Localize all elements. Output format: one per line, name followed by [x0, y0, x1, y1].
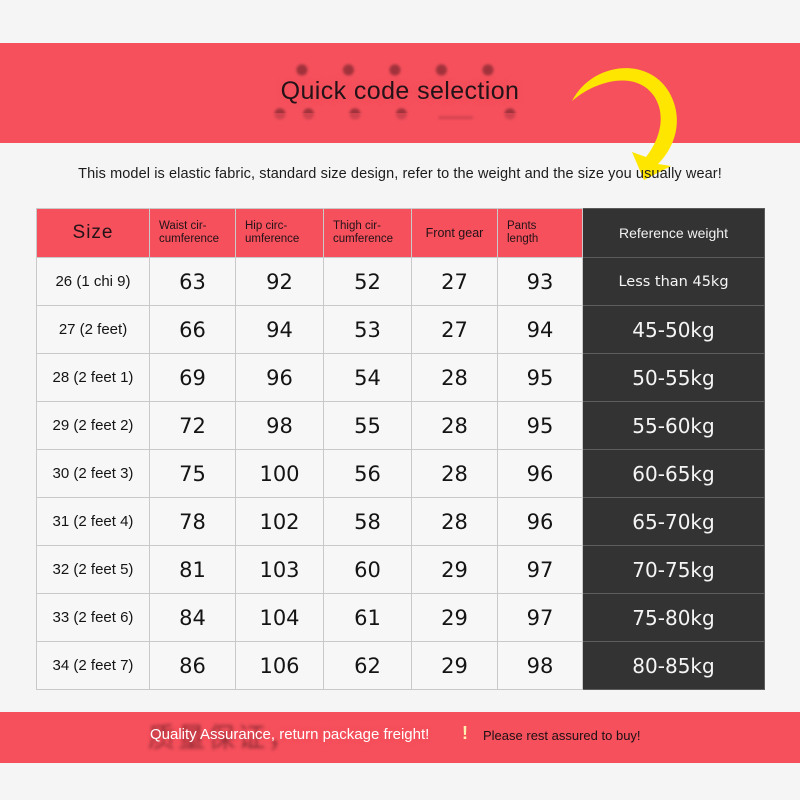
cell-reference-weight: Less than 45kg: [582, 257, 765, 306]
cell-waist: 66: [149, 305, 236, 354]
header-banner: • • • • • •• • • — • — •• — Quick code s…: [0, 43, 800, 143]
col-header-thigh: Thigh cir- cumference: [323, 208, 412, 258]
header-title-wrap: • • • • • •• • • — • — •• — Quick code s…: [0, 43, 800, 143]
footer-banner: 质量保证， Quality Assurance, return package …: [0, 712, 800, 763]
cell-reference-weight: 60-65kg: [582, 449, 765, 498]
cell-waist: 81: [149, 545, 236, 594]
cell-pants-length: 95: [497, 401, 583, 450]
footer-ghost-text: 质量保证，: [148, 723, 298, 754]
col-header-front-gear: Front gear: [411, 208, 498, 258]
cell-thigh: 58: [323, 497, 412, 546]
table-row: 30 (2 feet 3) 75 100 56 28 96 60-65kg: [36, 449, 765, 498]
table-row: 33 (2 feet 6) 84 104 61 29 97 75-80kg: [36, 593, 765, 642]
cell-waist: 69: [149, 353, 236, 402]
cell-reference-weight: 75-80kg: [582, 593, 765, 642]
footer-sub-text: Please rest assured to buy!: [483, 728, 641, 743]
cell-size: 28 (2 feet 1): [36, 353, 150, 402]
footer-exclamation: !: [462, 723, 468, 743]
cell-hip: 103: [235, 545, 324, 594]
cell-pants-length: 98: [497, 641, 583, 690]
cell-pants-length: 97: [497, 545, 583, 594]
cell-pants-length: 96: [497, 497, 583, 546]
col-header-reference-weight: Reference weight: [582, 208, 765, 258]
cell-reference-weight: 45-50kg: [582, 305, 765, 354]
cell-pants-length: 96: [497, 449, 583, 498]
cell-front-gear: 28: [411, 401, 498, 450]
cell-reference-weight: 65-70kg: [582, 497, 765, 546]
cell-front-gear: 28: [411, 449, 498, 498]
table-header-row: Size Waist cir- cumference Hip circ- umf…: [36, 208, 765, 258]
cell-front-gear: 29: [411, 641, 498, 690]
cell-size: 34 (2 feet 7): [36, 641, 150, 690]
cell-waist: 63: [149, 257, 236, 306]
size-chart-table: Size Waist cir- cumference Hip circ- umf…: [36, 208, 765, 690]
cell-hip: 92: [235, 257, 324, 306]
cell-hip: 98: [235, 401, 324, 450]
table-row: 29 (2 feet 2) 72 98 55 28 95 55-60kg: [36, 401, 765, 450]
col-header-pants-length: Pants length: [497, 208, 583, 258]
cell-thigh: 55: [323, 401, 412, 450]
cell-hip: 100: [235, 449, 324, 498]
cell-size: 32 (2 feet 5): [36, 545, 150, 594]
table-row: 34 (2 feet 7) 86 106 62 29 98 80-85kg: [36, 641, 765, 690]
table-row: 32 (2 feet 5) 81 103 60 29 97 70-75kg: [36, 545, 765, 594]
cell-thigh: 53: [323, 305, 412, 354]
footer-main-text: Quality Assurance, return package freigh…: [150, 726, 430, 743]
cell-waist: 86: [149, 641, 236, 690]
cell-thigh: 56: [323, 449, 412, 498]
col-header-hip: Hip circ- umference: [235, 208, 324, 258]
cell-hip: 102: [235, 497, 324, 546]
col-header-size: Size: [36, 208, 150, 258]
cell-waist: 78: [149, 497, 236, 546]
cell-front-gear: 29: [411, 593, 498, 642]
page-title: Quick code selection: [280, 77, 520, 105]
cell-waist: 75: [149, 449, 236, 498]
cell-size: 29 (2 feet 2): [36, 401, 150, 450]
cell-reference-weight: 55-60kg: [582, 401, 765, 450]
cell-waist: 72: [149, 401, 236, 450]
table-row: 31 (2 feet 4) 78 102 58 28 96 65-70kg: [36, 497, 765, 546]
cell-hip: 106: [235, 641, 324, 690]
cell-hip: 104: [235, 593, 324, 642]
cell-pants-length: 95: [497, 353, 583, 402]
cell-pants-length: 93: [497, 257, 583, 306]
cell-front-gear: 27: [411, 257, 498, 306]
cell-waist: 84: [149, 593, 236, 642]
cell-front-gear: 29: [411, 545, 498, 594]
table-body: 26 (1 chi 9) 63 92 52 27 93 Less than 45…: [36, 257, 765, 690]
cell-size: 31 (2 feet 4): [36, 497, 150, 546]
notice-text: This model is elastic fabric, standard s…: [78, 166, 722, 182]
cell-thigh: 61: [323, 593, 412, 642]
cell-pants-length: 94: [497, 305, 583, 354]
cell-thigh: 60: [323, 545, 412, 594]
cell-pants-length: 97: [497, 593, 583, 642]
cell-thigh: 52: [323, 257, 412, 306]
col-header-waist: Waist cir- cumference: [149, 208, 236, 258]
cell-front-gear: 28: [411, 353, 498, 402]
header-title-backdrop: [272, 113, 522, 143]
cell-size: 33 (2 feet 6): [36, 593, 150, 642]
cell-front-gear: 27: [411, 305, 498, 354]
table-header: Size Waist cir- cumference Hip circ- umf…: [36, 208, 765, 258]
cell-thigh: 62: [323, 641, 412, 690]
table-row: 27 (2 feet) 66 94 53 27 94 45-50kg: [36, 305, 765, 354]
cell-size: 26 (1 chi 9): [36, 257, 150, 306]
cell-size: 27 (2 feet): [36, 305, 150, 354]
cell-hip: 94: [235, 305, 324, 354]
table-row: 26 (1 chi 9) 63 92 52 27 93 Less than 45…: [36, 257, 765, 306]
cell-thigh: 54: [323, 353, 412, 402]
cell-size: 30 (2 feet 3): [36, 449, 150, 498]
cell-front-gear: 28: [411, 497, 498, 546]
cell-reference-weight: 50-55kg: [582, 353, 765, 402]
cell-hip: 96: [235, 353, 324, 402]
cell-reference-weight: 70-75kg: [582, 545, 765, 594]
cell-reference-weight: 80-85kg: [582, 641, 765, 690]
table-row: 28 (2 feet 1) 69 96 54 28 95 50-55kg: [36, 353, 765, 402]
